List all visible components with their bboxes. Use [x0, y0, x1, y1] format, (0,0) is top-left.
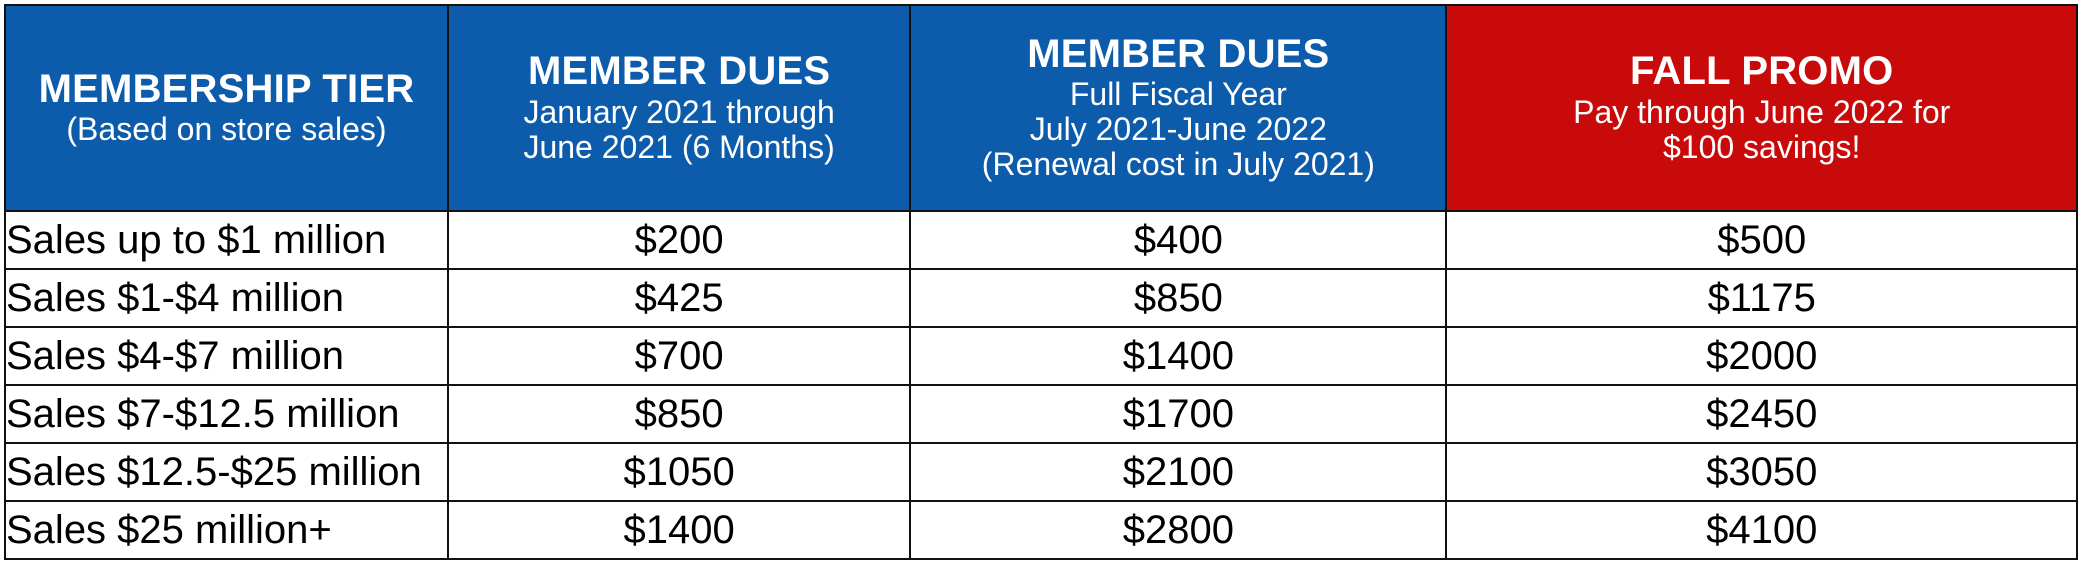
cell-tier: Sales $1-$4 million	[4, 268, 449, 328]
table-row: Sales $25 million+ $1400 $2800 $4100	[4, 500, 2078, 560]
column-header-member-dues-6mo: MEMBER DUES January 2021 through June 20…	[446, 4, 912, 212]
column-header-subtitle-membership-tier: (Based on store sales)	[6, 112, 447, 147]
table-row: Sales $4-$7 million $700 $1400 $2000	[4, 326, 2078, 386]
cell-dues-full-year: $850	[909, 268, 1448, 328]
cell-dues-full-year: $2100	[909, 442, 1448, 502]
table-header: MEMBERSHIP TIER (Based on store sales) M…	[4, 4, 2078, 212]
cell-tier: Sales $12.5-$25 million	[4, 442, 449, 502]
cell-dues-6mo: $1400	[446, 500, 912, 560]
cell-dues-6mo: $1050	[446, 442, 912, 502]
cell-dues-6mo: $200	[446, 210, 912, 270]
column-header-subtitle-fall-promo: Pay through June 2022 for $100 savings!	[1447, 95, 2076, 165]
cell-fall-promo: $3050	[1445, 442, 2078, 502]
cell-tier: Sales $25 million+	[4, 500, 449, 560]
cell-tier: Sales up to $1 million	[4, 210, 449, 270]
membership-dues-table: MEMBERSHIP TIER (Based on store sales) M…	[4, 4, 2078, 560]
cell-fall-promo: $2000	[1445, 326, 2078, 386]
cell-fall-promo: $2450	[1445, 384, 2078, 444]
column-header-subtitle-line: Pay through June 2022 for	[1573, 93, 1951, 130]
table-row: Sales $12.5-$25 million $1050 $2100 $305…	[4, 442, 2078, 502]
cell-tier: Sales $4-$7 million	[4, 326, 449, 386]
cell-fall-promo: $1175	[1445, 268, 2078, 328]
column-header-subtitle-line: (Based on store sales)	[66, 111, 387, 148]
table-body: Sales up to $1 million $200 $400 $500 Sa…	[4, 210, 2078, 560]
column-header-subtitle-line: June 2021 (6 Months)	[523, 128, 835, 165]
column-header-member-dues-full-year: MEMBER DUES Full Fiscal Year July 2021-J…	[909, 4, 1448, 212]
cell-dues-6mo: $850	[446, 384, 912, 444]
cell-dues-6mo: $700	[446, 326, 912, 386]
column-header-membership-tier: MEMBERSHIP TIER (Based on store sales)	[4, 4, 449, 212]
column-header-subtitle-line: July 2021-June 2022	[1029, 111, 1327, 148]
cell-dues-full-year: $400	[909, 210, 1448, 270]
cell-fall-promo: $4100	[1445, 500, 2078, 560]
cell-dues-6mo: $425	[446, 268, 912, 328]
column-header-subtitle-member-dues-6mo: January 2021 through June 2021 (6 Months…	[449, 95, 909, 165]
table-row: Sales up to $1 million $200 $400 $500	[4, 210, 2078, 270]
column-header-title-membership-tier: MEMBERSHIP TIER	[38, 66, 415, 111]
cell-dues-full-year: $1400	[909, 326, 1448, 386]
column-header-subtitle-member-dues-full-year: Full Fiscal Year July 2021-June 2022 (Re…	[911, 77, 1445, 182]
column-header-title-member-dues-full-year: MEMBER DUES	[1027, 31, 1330, 76]
column-header-fall-promo: FALL PROMO Pay through June 2022 for $10…	[1445, 4, 2078, 212]
column-header-title-member-dues-6mo: MEMBER DUES	[527, 49, 831, 94]
cell-tier: Sales $7-$12.5 million	[4, 384, 449, 444]
header-row: MEMBERSHIP TIER (Based on store sales) M…	[4, 4, 2078, 212]
table-row: Sales $1-$4 million $425 $850 $1175	[4, 268, 2078, 328]
cell-dues-full-year: $2800	[909, 500, 1448, 560]
column-header-subtitle-line: Full Fiscal Year	[1069, 76, 1287, 113]
table-row: Sales $7-$12.5 million $850 $1700 $2450	[4, 384, 2078, 444]
column-header-subtitle-line: (Renewal cost in July 2021)	[981, 146, 1375, 183]
column-header-title-fall-promo: FALL PROMO	[1629, 49, 1894, 94]
cell-fall-promo: $500	[1445, 210, 2078, 270]
cell-dues-full-year: $1700	[909, 384, 1448, 444]
column-header-subtitle-line: $100 savings!	[1662, 128, 1861, 165]
column-header-subtitle-line: January 2021 through	[523, 93, 835, 130]
